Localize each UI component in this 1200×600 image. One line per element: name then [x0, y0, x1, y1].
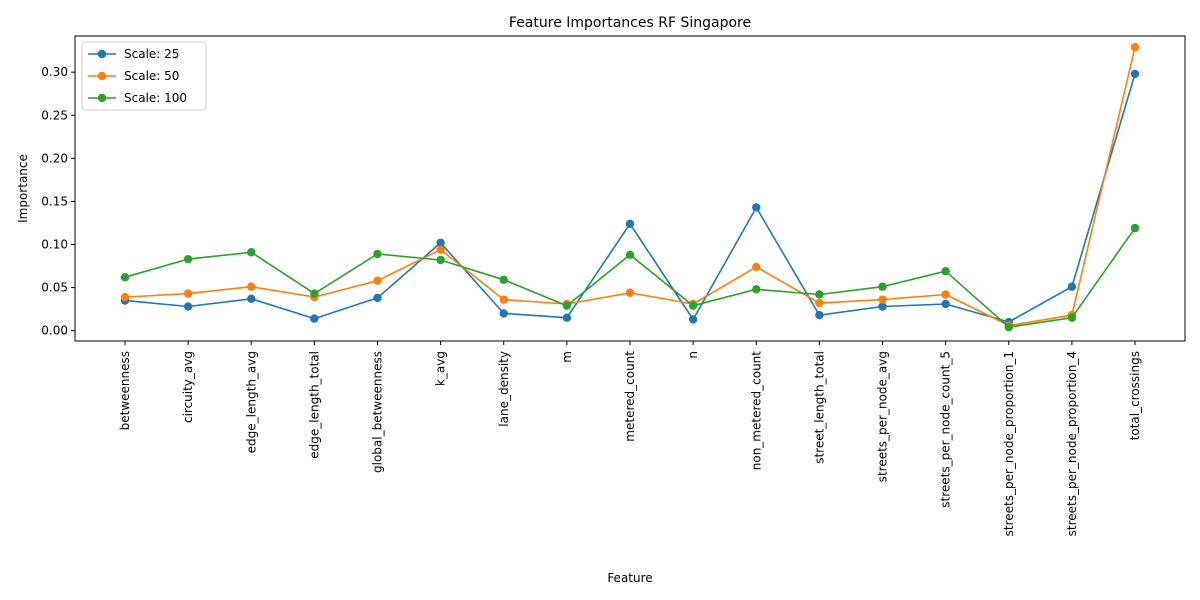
- x-tick-label: circuity_avg: [181, 351, 195, 423]
- data-point: [1004, 323, 1013, 332]
- y-tick-label: 0.00: [41, 324, 68, 338]
- x-tick-label: edge_length_avg: [244, 351, 258, 453]
- data-point: [373, 293, 382, 303]
- data-point: [247, 294, 256, 303]
- x-tick-label: n: [686, 351, 700, 359]
- data-point: [562, 301, 572, 310]
- data-point: [878, 302, 887, 311]
- legend-label: Scale: 50: [124, 69, 179, 83]
- data-point: [625, 219, 635, 229]
- data-point: [120, 292, 130, 302]
- data-point: [436, 255, 445, 265]
- chart-title: Feature Importances RF Singapore: [509, 15, 751, 31]
- data-point: [310, 289, 319, 298]
- data-point: [1067, 313, 1077, 322]
- y-tick-label: 0.30: [41, 65, 68, 79]
- y-tick-label: 0.05: [41, 281, 68, 295]
- y-tick-label: 0.25: [41, 108, 68, 122]
- data-point: [499, 309, 508, 318]
- legend-marker: [97, 71, 107, 81]
- plot-frame: [74, 35, 1186, 342]
- x-tick-label: m: [560, 351, 574, 363]
- data-point: [815, 290, 824, 299]
- y-axis-title: Importance: [16, 154, 30, 223]
- data-point: [373, 249, 382, 259]
- data-point: [752, 285, 761, 294]
- x-tick-label: metered_count: [623, 351, 637, 442]
- data-point: [120, 273, 130, 282]
- data-point: [247, 248, 256, 257]
- data-point: [815, 298, 824, 308]
- data-point: [625, 250, 635, 260]
- x-tick-label: street_length_total: [812, 351, 826, 464]
- y-tick-label: 0.20: [41, 151, 68, 165]
- data-point: [941, 267, 950, 276]
- data-point: [878, 282, 887, 291]
- data-point: [373, 276, 382, 285]
- x-tick-label: streets_per_node_proportion_4: [1065, 351, 1079, 536]
- data-point: [815, 310, 824, 320]
- x-tick-label: streets_per_node_count_5: [939, 351, 953, 508]
- legend-marker: [97, 93, 107, 103]
- data-point: [752, 203, 761, 212]
- x-tick-label: non_metered_count: [749, 351, 763, 471]
- data-point: [562, 313, 572, 322]
- data-point: [941, 290, 950, 299]
- data-point: [1130, 43, 1140, 52]
- data-point: [752, 262, 761, 272]
- data-point: [183, 289, 193, 298]
- data-point: [1130, 69, 1140, 79]
- data-point: [1130, 223, 1140, 233]
- data-point: [247, 282, 256, 291]
- data-point: [878, 295, 887, 304]
- x-tick-label: streets_per_node_avg: [876, 351, 890, 482]
- x-tick-label: global_betweenness: [371, 351, 385, 473]
- legend-box: [81, 41, 207, 111]
- data-point: [941, 299, 950, 309]
- data-point: [688, 301, 698, 310]
- legend-label: Scale: 100: [124, 91, 187, 105]
- x-tick-label: edge_length_total: [307, 351, 321, 459]
- data-point: [625, 288, 635, 297]
- x-tick-label: lane_density: [497, 351, 511, 427]
- y-tick-label: 0.15: [41, 194, 68, 208]
- legend-marker: [97, 49, 107, 59]
- legend-label: Scale: 25: [124, 47, 179, 61]
- data-point: [183, 254, 193, 264]
- data-point: [436, 238, 445, 247]
- data-point: [1067, 282, 1077, 291]
- data-point: [183, 302, 193, 311]
- x-tick-label: k_avg: [434, 351, 448, 386]
- x-axis-title: Feature: [607, 571, 652, 585]
- data-point: [436, 245, 445, 254]
- x-tick-label: streets_per_node_proportion_1: [1002, 351, 1016, 536]
- x-tick-label: betweenness: [118, 351, 132, 430]
- data-point: [310, 314, 319, 323]
- y-tick-label: 0.10: [41, 238, 68, 252]
- data-point: [688, 315, 698, 324]
- x-tick-label: total_crossings: [1128, 351, 1142, 440]
- data-point: [499, 275, 508, 285]
- data-point: [499, 295, 508, 304]
